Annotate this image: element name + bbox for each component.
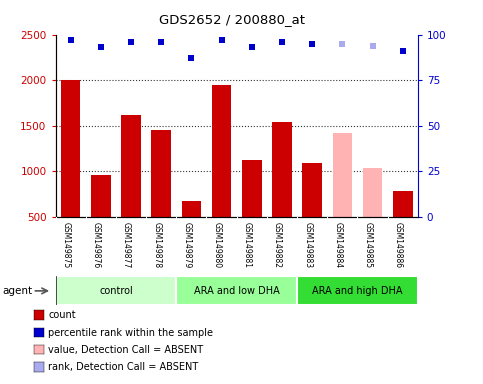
Text: percentile rank within the sample: percentile rank within the sample: [48, 328, 213, 338]
Text: ARA and high DHA: ARA and high DHA: [312, 286, 403, 296]
Bar: [151, 130, 171, 217]
Bar: [393, 190, 412, 217]
Bar: [61, 80, 81, 217]
Text: count: count: [48, 310, 76, 320]
Text: GDS2652 / 200880_at: GDS2652 / 200880_at: [159, 13, 305, 26]
Bar: [363, 168, 383, 217]
Text: value, Detection Call = ABSENT: value, Detection Call = ABSENT: [48, 345, 203, 355]
Text: ARA and low DHA: ARA and low DHA: [194, 286, 280, 296]
Text: GSM149883: GSM149883: [303, 222, 312, 268]
Text: GSM149886: GSM149886: [394, 222, 403, 268]
Text: rank, Detection Call = ABSENT: rank, Detection Call = ABSENT: [48, 362, 199, 372]
Bar: [176, 276, 297, 305]
Bar: [212, 85, 231, 217]
Text: GSM149878: GSM149878: [152, 222, 161, 268]
Text: control: control: [99, 286, 133, 296]
Bar: [121, 115, 141, 217]
Text: agent: agent: [2, 286, 32, 296]
Bar: [242, 161, 262, 217]
Text: GSM149882: GSM149882: [273, 222, 282, 268]
Text: GSM149881: GSM149881: [243, 222, 252, 268]
Text: GSM149880: GSM149880: [213, 222, 222, 268]
Text: GSM149879: GSM149879: [183, 222, 191, 268]
Text: GSM149876: GSM149876: [92, 222, 101, 268]
Text: GSM149877: GSM149877: [122, 222, 131, 268]
Bar: [272, 122, 292, 217]
Bar: [56, 276, 176, 305]
Text: GSM149875: GSM149875: [62, 222, 71, 268]
Text: GSM149884: GSM149884: [333, 222, 342, 268]
Bar: [91, 175, 111, 217]
Bar: [302, 163, 322, 217]
Text: GSM149885: GSM149885: [364, 222, 372, 268]
Bar: [182, 202, 201, 217]
Bar: [297, 276, 418, 305]
Bar: [332, 133, 352, 217]
